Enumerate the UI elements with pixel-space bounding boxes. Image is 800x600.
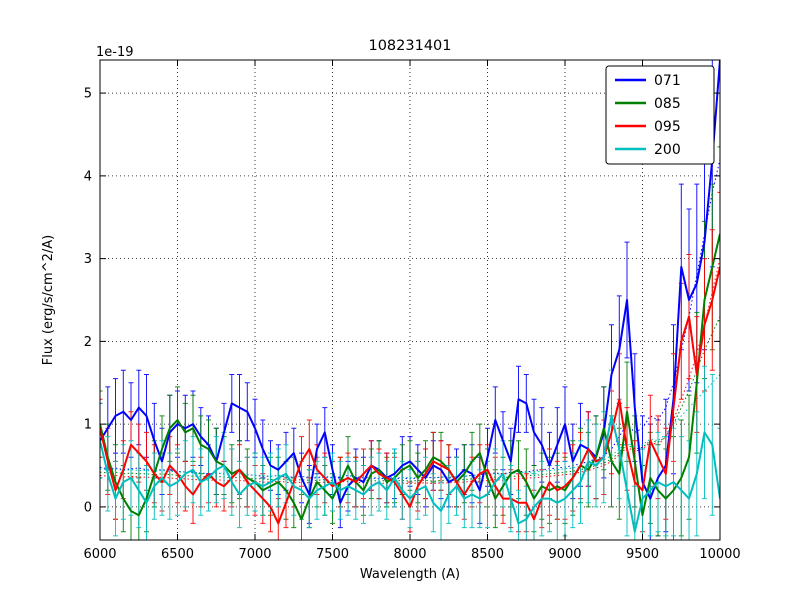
- tick-marks: [99, 60, 721, 540]
- x-axis-label: Wavelength (A): [360, 567, 460, 582]
- y-tick-label: 0: [84, 500, 92, 515]
- y-tick-label: 2: [84, 335, 92, 350]
- legend-label: 095: [654, 119, 681, 135]
- x-tick-label: 7000: [238, 547, 271, 562]
- legend-label: 200: [654, 142, 681, 158]
- x-tick-label: 10000: [699, 547, 740, 562]
- x-tick-label: 6000: [83, 547, 116, 562]
- x-tick-label: 8500: [471, 547, 504, 562]
- legend-label: 071: [654, 73, 681, 89]
- plot-area: [100, 60, 720, 540]
- y-offset-text: 1e-19: [96, 45, 134, 60]
- series-line-085: [100, 233, 720, 521]
- chart-title: 108231401: [368, 38, 451, 54]
- y-tick-label: 4: [84, 169, 92, 184]
- y-axis-label: Flux (erg/s/cm^2/A): [41, 235, 56, 365]
- y-tick-label: 1: [84, 418, 92, 433]
- x-tick-label: 6500: [161, 547, 194, 562]
- tick-labels: 6000 6500 7000 7500 8000 8500 9000 9500 10000 0 1 2…: [83, 87, 740, 562]
- legend-entry-085: 085: [615, 96, 681, 112]
- legend-entry-071: 071: [615, 73, 681, 89]
- y-tick-label: 3: [84, 252, 92, 267]
- legend-entry-200: 200: [615, 142, 681, 158]
- series-line-200: [100, 414, 720, 533]
- series-line-095: [100, 266, 720, 525]
- x-tick-label: 7500: [316, 547, 349, 562]
- series-line-071: [100, 60, 720, 504]
- y-tick-label: 5: [84, 87, 92, 102]
- x-tick-label: 8000: [393, 547, 426, 562]
- legend-entry-095: 095: [615, 119, 681, 135]
- legend: 071 085 095 200: [605, 65, 715, 165]
- x-tick-label: 9000: [548, 547, 581, 562]
- legend-label: 085: [654, 96, 681, 112]
- x-tick-label: 9500: [626, 547, 659, 562]
